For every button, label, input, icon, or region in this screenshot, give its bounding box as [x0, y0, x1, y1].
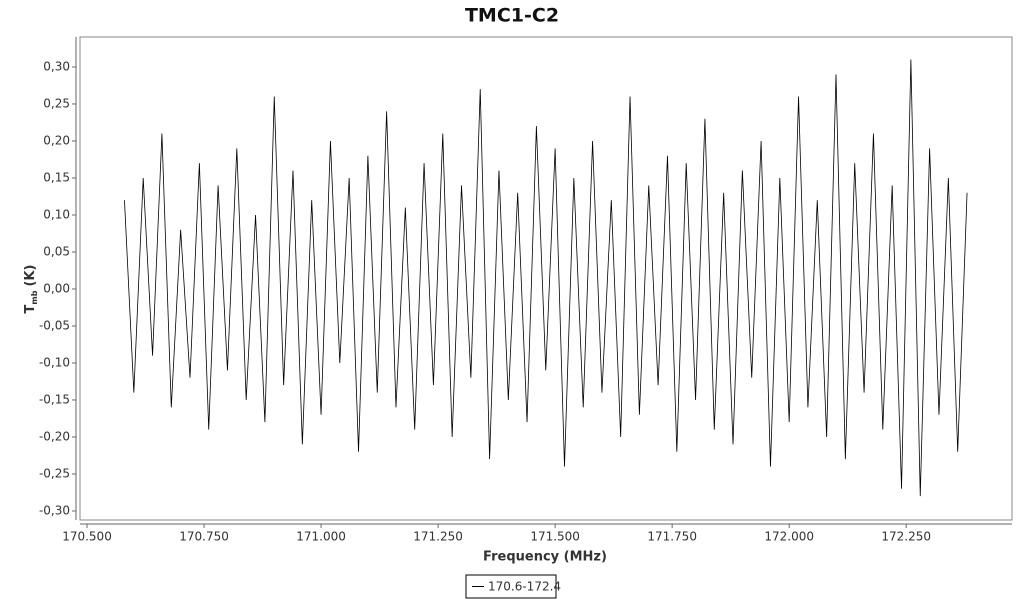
legend-label: 170.6-172.4: [488, 580, 561, 594]
chart-title: TMC1-C2: [465, 5, 559, 27]
y-tick-label: 0,05: [43, 244, 70, 258]
plot-frame: [79, 36, 1013, 521]
y-tick-label: 0,25: [43, 96, 70, 110]
x-tick-label: 171.250: [413, 530, 463, 544]
x-tick-label: 170.750: [179, 530, 229, 544]
y-tick-label: -0,05: [39, 318, 70, 332]
y-tick-label: -0,10: [39, 355, 70, 369]
x-tick-label: 171.000: [296, 530, 346, 544]
x-tick-label: 172.000: [764, 530, 814, 544]
y-tick-label: 0,30: [43, 59, 70, 73]
legend-box: [465, 574, 557, 599]
x-tick-label: 171.500: [530, 530, 580, 544]
y-label-sub: mb: [30, 290, 39, 304]
y-tick-label: -0,25: [39, 466, 70, 480]
y-tick-label: 0,10: [43, 207, 70, 221]
y-label-main: T: [23, 304, 38, 313]
y-tick-label: 0,20: [43, 133, 70, 147]
x-tick-label: 171.750: [647, 530, 697, 544]
y-label-unit: (K): [23, 265, 38, 287]
x-tick-label: 172.250: [881, 530, 931, 544]
y-tick-label: -0,30: [39, 503, 70, 517]
y-tick-label: -0,20: [39, 429, 70, 443]
y-tick-label: -0,15: [39, 392, 70, 406]
x-axis-label: Frequency (MHz): [483, 550, 607, 565]
series-line: [124, 59, 968, 497]
x-tick-label: 170.500: [62, 530, 112, 544]
y-tick-label: 0,15: [43, 170, 70, 184]
y-axis-label: Tmb (K): [23, 265, 39, 314]
y-tick-label: 0,00: [43, 281, 70, 295]
